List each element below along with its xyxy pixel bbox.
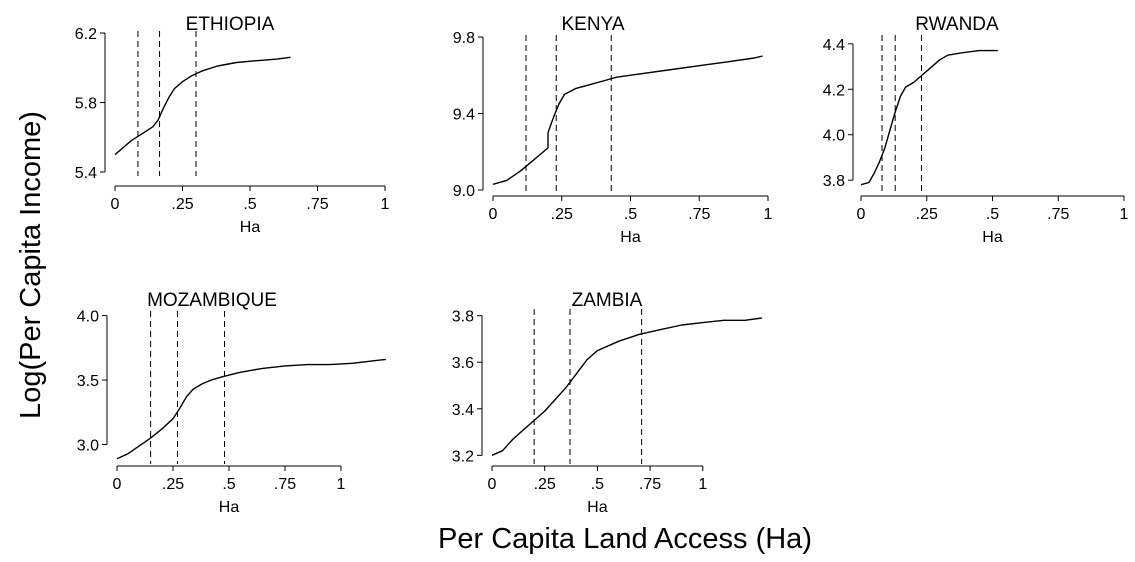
x-tick-label: .25 [534, 476, 556, 493]
y-tick-label: 4.0 [823, 128, 845, 145]
x-tick-label: 1 [1120, 206, 1129, 223]
y-tick-label: 9.0 [453, 183, 475, 200]
figure-xlabel: Per Capita Land Access (Ha) [438, 523, 812, 555]
x-tick-label: .5 [591, 476, 604, 493]
y-tick-label: 5.4 [75, 165, 97, 182]
x-tick-label: .75 [274, 476, 296, 493]
x-tick-label: .5 [222, 476, 235, 493]
y-tick-label: 3.5 [77, 373, 99, 390]
figure-ylabel: Log(Per Capita Income) [15, 111, 47, 419]
x-tick-label: 0 [488, 476, 497, 493]
x-tick-label: .75 [306, 196, 328, 213]
chart-title: ZAMBIA [572, 290, 643, 311]
chart-panels: ETHIOPIA 5.4 5.8 6.2 0 .25 .5 .75 1 Ha KENYA 9.0 9.4… [75, 14, 1129, 516]
chart-title: MOZAMBIQUE [147, 290, 277, 311]
chart-panel-mozambique: MOZAMBIQUE 3.0 3.5 4.0 0 .25 .5 .75 1 Ha [77, 290, 386, 516]
chart-panel-rwanda: RWANDA 3.8 4.0 4.2 4.4 0 .25 .5 .75 1 Ha [823, 14, 1129, 246]
y-tick-label: 4.4 [823, 37, 845, 54]
x-axis-label: Ha [620, 229, 641, 246]
x-axis-label: Ha [982, 229, 1003, 246]
series-line [860, 49, 998, 186]
y-tick-label: 3.6 [452, 355, 474, 372]
y-tick-label: 6.2 [75, 26, 97, 43]
y-tick-label: 9.4 [453, 107, 475, 124]
y-tick-label: 3.8 [452, 309, 474, 326]
x-axis-label: Ha [219, 499, 240, 516]
series-line [116, 358, 386, 460]
x-tick-label: 0 [111, 196, 120, 213]
x-tick-label: .5 [243, 196, 256, 213]
series-line [114, 56, 291, 156]
x-tick-label: .75 [639, 476, 661, 493]
x-tick-label: .5 [624, 206, 637, 223]
chart-title: ETHIOPIA [186, 14, 275, 35]
x-tick-label: .25 [916, 206, 938, 223]
y-tick-label: 3.2 [452, 448, 474, 465]
chart-title: RWANDA [915, 14, 999, 35]
x-tick-label: .75 [1047, 206, 1069, 223]
x-tick-label: .25 [162, 476, 184, 493]
y-tick-label: 3.0 [77, 438, 99, 455]
x-tick-label: .25 [551, 206, 573, 223]
chart-panel-kenya: KENYA 9.0 9.4 9.8 0 .25 .5 .75 1 Ha [453, 14, 773, 246]
series-line [491, 317, 762, 456]
chart-title: KENYA [561, 14, 624, 35]
x-tick-label: .5 [986, 206, 999, 223]
x-tick-label: 1 [764, 206, 773, 223]
y-tick-label: 3.8 [823, 173, 845, 190]
x-tick-label: 1 [337, 476, 346, 493]
chart-panel-ethiopia: ETHIOPIA 5.4 5.8 6.2 0 .25 .5 .75 1 Ha [75, 14, 390, 236]
x-tick-label: 0 [857, 206, 866, 223]
y-tick-label: 3.4 [452, 402, 474, 419]
x-axis-label: Ha [240, 219, 261, 236]
y-tick-label: 9.8 [453, 30, 475, 47]
x-tick-label: 0 [489, 206, 498, 223]
x-tick-label: 1 [381, 196, 390, 213]
x-tick-label: 0 [113, 476, 122, 493]
chart-panel-zambia: ZAMBIA 3.2 3.4 3.6 3.8 0 .25 .5 .75 1 Ha [452, 290, 762, 516]
x-tick-label: .75 [688, 206, 710, 223]
series-line [492, 55, 763, 185]
x-tick-label: .25 [171, 196, 193, 213]
y-tick-label: 4.2 [823, 82, 845, 99]
x-axis-label: Ha [587, 499, 608, 516]
x-tick-label: 1 [698, 476, 707, 493]
y-tick-label: 5.8 [75, 96, 97, 113]
y-tick-label: 4.0 [77, 309, 99, 326]
